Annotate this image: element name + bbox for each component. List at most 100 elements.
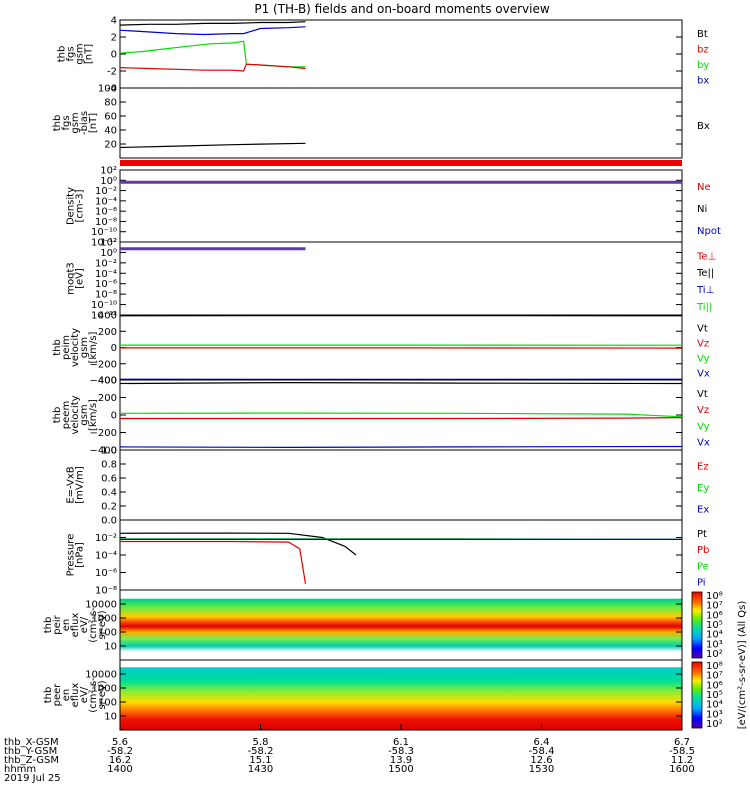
legend-Ti⊥: Ti⊥ bbox=[696, 285, 714, 296]
legend-Te⊥: Te⊥ bbox=[696, 251, 716, 262]
y-axis-label: sr-eV) bbox=[97, 680, 108, 709]
y-axis-label: fgs bbox=[66, 46, 77, 61]
y-axis-label: moqt3 bbox=[66, 262, 77, 295]
y-tick-label: 10⁻⁴ bbox=[95, 269, 117, 280]
separator-band bbox=[120, 160, 682, 166]
legend-Bx: Bx bbox=[697, 121, 710, 132]
legend-Pb: Pb bbox=[697, 545, 709, 556]
y-tick-label: 10⁻² bbox=[95, 186, 117, 197]
y-axis-label: eflux bbox=[70, 613, 81, 638]
y-axis-label: [eV] bbox=[75, 268, 86, 289]
legend-Pt: Pt bbox=[697, 529, 707, 540]
y-axis-label: en bbox=[61, 619, 72, 632]
y-axis-label: Pressure bbox=[66, 534, 77, 577]
colorbar-tick-label: 10⁴ bbox=[706, 630, 723, 641]
y-axis-label: -bias bbox=[79, 111, 90, 135]
spectrogram-fill bbox=[120, 590, 682, 660]
series-Pt bbox=[119, 532, 357, 556]
x-tick-label: -58.4 bbox=[529, 746, 555, 757]
y-axis-label: eflux bbox=[70, 683, 81, 708]
x-tick-label: 6.7 bbox=[674, 737, 690, 748]
colorbar-2 bbox=[691, 661, 703, 729]
y-axis-label: peim bbox=[61, 335, 72, 360]
legend-Vy: Vy bbox=[697, 353, 710, 364]
legend-Ez: Ez bbox=[697, 462, 709, 473]
date-label: 2019 Jul 25 bbox=[4, 773, 61, 784]
y-tick-label: 10⁻⁶ bbox=[95, 279, 117, 290]
y-axis-label: en bbox=[61, 689, 72, 702]
legend-Vt: Vt bbox=[697, 323, 708, 334]
legend-by: by bbox=[697, 60, 709, 71]
series-Pb bbox=[120, 540, 307, 584]
x-tick-label: 12.6 bbox=[530, 755, 552, 766]
legend-Npot: Npot bbox=[697, 226, 721, 237]
legend-Pi: Pi bbox=[697, 577, 706, 588]
legend-Vy: Vy bbox=[697, 421, 710, 432]
y-tick-label: 100 bbox=[98, 84, 117, 95]
x-tick-label: 16.2 bbox=[109, 755, 131, 766]
y-axis-label: gsm bbox=[75, 43, 86, 64]
y-tick-label: 10⁻⁴ bbox=[95, 551, 117, 562]
panel-9: 10000 1000 100 10 thbpeirenefluxeV/(cm²-s-sr… bbox=[43, 589, 683, 661]
y-tick-label: 10⁻¹⁰ bbox=[91, 227, 117, 238]
colorbar-tick-label: 10² bbox=[706, 719, 723, 730]
panel-frame bbox=[119, 241, 683, 316]
y-tick-label: 10 bbox=[104, 712, 117, 723]
legend-Te||: Te|| bbox=[696, 268, 714, 279]
colorbar-tick-label: 10⁵ bbox=[706, 690, 723, 701]
y-tick-label: 200 bbox=[98, 327, 117, 338]
y-tick-label: 10⁻¹⁰ bbox=[91, 300, 117, 311]
y-tick-label: 10000 bbox=[85, 670, 117, 681]
y-axis-label: thb bbox=[52, 407, 63, 424]
y-axis-label: gsm bbox=[79, 404, 90, 425]
y-tick-label: -2 bbox=[107, 67, 117, 78]
y-axis-label: thb bbox=[52, 115, 63, 132]
figure-title: P1 (TH-B) fields and on-board moments ov… bbox=[254, 2, 550, 16]
colorbar-tick-label: 10⁶ bbox=[706, 610, 723, 621]
y-tick-label: 0.6 bbox=[101, 474, 117, 485]
colorbar-tick-label: 10² bbox=[706, 649, 723, 660]
y-tick-label: 0.0 bbox=[101, 516, 117, 527]
spectrogram-fill bbox=[120, 660, 682, 730]
legend-Ni: Ni bbox=[697, 204, 707, 215]
panel-frame bbox=[119, 87, 683, 159]
y-tick-label: 40 bbox=[104, 126, 117, 137]
legend-Ey: Ey bbox=[697, 483, 709, 494]
series-Vt bbox=[119, 382, 683, 385]
y-axis-label: [cm-3] bbox=[75, 189, 86, 222]
y-axis-label: thb bbox=[43, 687, 54, 704]
x-row-label: hhmm bbox=[4, 764, 36, 775]
y-axis-label: peem bbox=[61, 401, 72, 429]
y-tick-label: 0 bbox=[111, 343, 117, 354]
y-tick-label: 0 bbox=[111, 411, 117, 422]
colorbar-tick-label: 10⁶ bbox=[706, 680, 723, 691]
panel-frame bbox=[119, 449, 683, 521]
y-tick-label: 10000 bbox=[85, 600, 117, 611]
y-tick-label: 60 bbox=[104, 112, 117, 123]
legend-Vz: Vz bbox=[697, 405, 709, 416]
panel-frame bbox=[119, 19, 683, 89]
y-tick-label: 0.2 bbox=[101, 502, 117, 513]
y-axis-label: [nPa] bbox=[75, 542, 86, 568]
panel-3: 10²10⁰10⁻²10⁻⁴10⁻⁶10⁻⁸10⁻¹⁰10⁻¹²Density[… bbox=[66, 166, 721, 249]
colorbar-tick-label: 10⁷ bbox=[706, 601, 723, 612]
y-axis-label: peir bbox=[52, 614, 63, 634]
y-tick-label: 10² bbox=[100, 166, 117, 177]
panel-8: 10⁻² 10⁻⁴ 10⁻⁶ 10⁻⁸ Pressure[nPa] Pt Pb Pe Pi bbox=[66, 519, 709, 597]
colorbar-tick-label: 10⁸ bbox=[706, 661, 723, 672]
colorbar-tick-label: 10⁸ bbox=[706, 591, 723, 602]
x-tick-label: 15.1 bbox=[249, 755, 271, 766]
y-axis-label: Density bbox=[66, 187, 77, 225]
panel-frame bbox=[119, 519, 683, 591]
x-tick-label: 6.1 bbox=[393, 737, 409, 748]
y-tick-label: 10⁻⁶ bbox=[95, 568, 117, 579]
x-tick-label: -58.5 bbox=[669, 746, 695, 757]
y-tick-label: 10⁻¹² bbox=[91, 238, 117, 249]
colorbar-1 bbox=[691, 591, 703, 659]
series-Vz bbox=[120, 417, 683, 420]
x-tick-label: 1600 bbox=[669, 764, 694, 775]
y-tick-label: 400 bbox=[98, 376, 117, 387]
y-tick-label: 1.0 bbox=[101, 446, 117, 457]
